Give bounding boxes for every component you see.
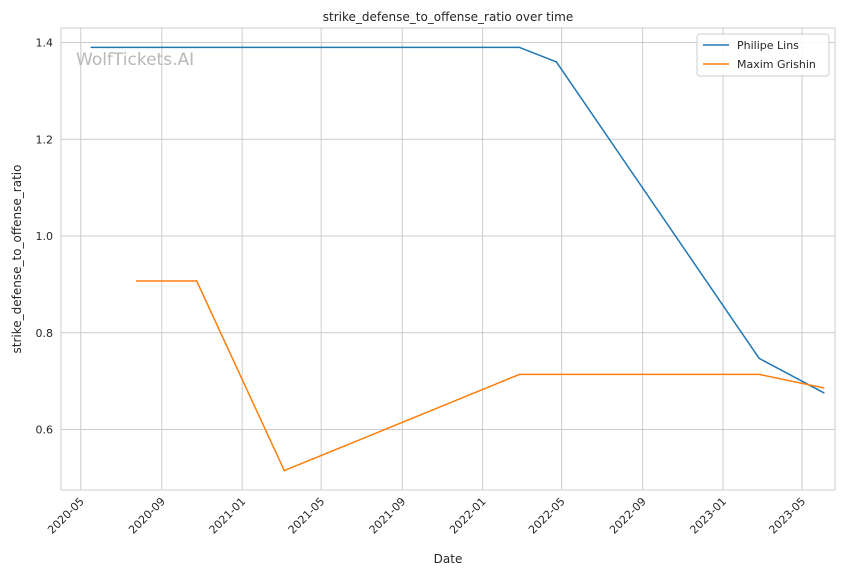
x-tick-label: 2023-01 [687, 495, 729, 537]
x-axis-ticks: 2020-05 2020-09 2021-01 2021-05 2021-09 2022-… [45, 495, 808, 537]
data-point-philipe-lins [823, 391, 825, 394]
chart-title: strike_defense_to_offense_ratio over tim… [323, 10, 573, 24]
x-tick-label: 2023-05 [766, 495, 808, 537]
x-axis-title: Date [434, 552, 463, 566]
series-lines [90, 46, 825, 472]
plot-area [60, 27, 836, 491]
y-tick-label: 0.6 [36, 424, 54, 437]
x-tick-label: 2020-05 [45, 495, 87, 537]
y-tick-label: 1.4 [36, 37, 54, 50]
data-point-maxim-grishin [758, 373, 761, 376]
y-tick-label: 1.2 [36, 133, 54, 146]
data-point-philipe-lins [90, 46, 93, 49]
x-tick-label: 2021-01 [207, 495, 249, 537]
data-point-philipe-lins [555, 61, 558, 63]
legend-label-maxim-grishin: Maxim Grishin [737, 58, 816, 71]
data-point-philipe-lins [518, 46, 521, 49]
data-point-maxim-grishin [283, 469, 286, 472]
series-line-maxim-grishin [136, 280, 824, 472]
x-tick-label: 2020-09 [126, 495, 168, 537]
x-tick-label: 2021-05 [286, 495, 328, 537]
legend-frame [696, 33, 830, 77]
data-point-philipe-lins [758, 357, 761, 360]
y-tick-label: 1.0 [36, 230, 54, 243]
data-point-maxim-grishin [518, 373, 521, 376]
y-axis-title: strike_defense_to_offense_ratio [10, 165, 24, 354]
x-tick-label: 2021-09 [367, 495, 409, 537]
x-tick-label: 2022-05 [526, 495, 568, 537]
x-tick-label: 2022-09 [607, 495, 649, 537]
data-point-maxim-grishin [135, 280, 138, 282]
x-tick-label: 2022-01 [447, 495, 489, 537]
data-point-maxim-grishin [195, 280, 198, 282]
data-point-maxim-grishin [823, 387, 825, 389]
y-tick-label: 0.8 [36, 327, 54, 340]
watermark-text: WolfTickets.AI [76, 50, 194, 70]
legend: Philipe Lins Maxim Grishin [696, 33, 830, 77]
legend-label-philipe-lins: Philipe Lins [737, 39, 799, 52]
grid-lines [61, 28, 835, 490]
y-axis-ticks: 0.6 0.8 1.0 1.2 1.4 [36, 37, 54, 437]
